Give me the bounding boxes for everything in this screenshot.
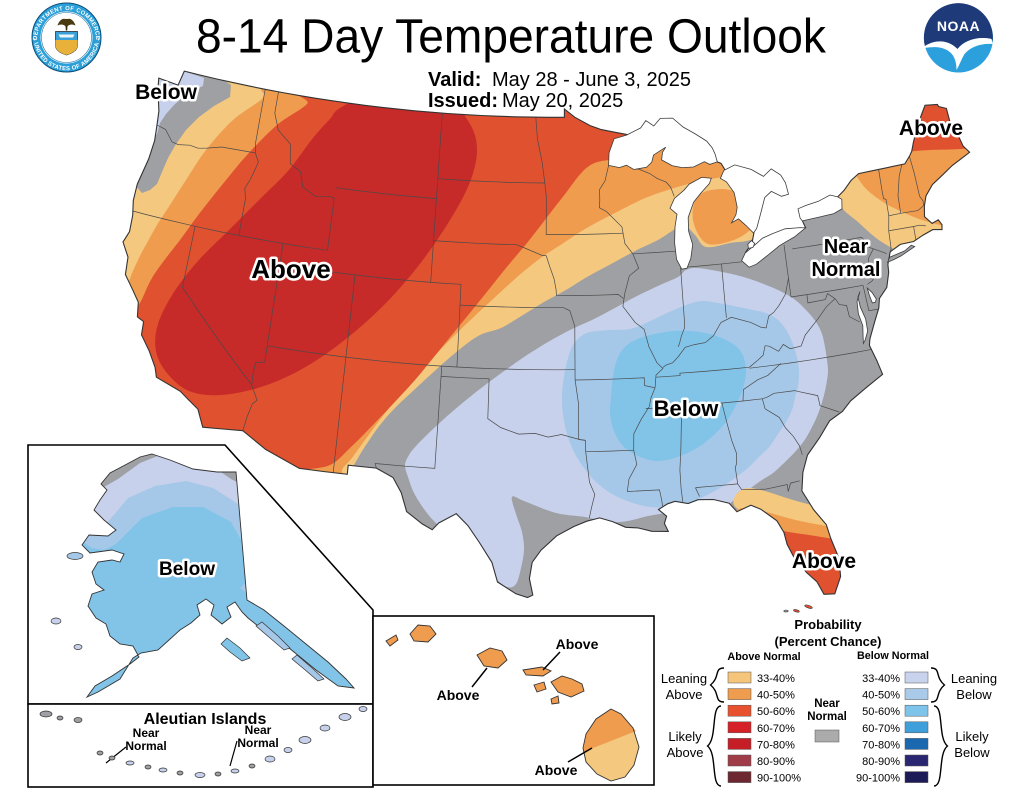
svg-text:Leaning: Leaning (661, 671, 707, 686)
svg-text:Aleutian Islands: Aleutian Islands (144, 711, 267, 728)
svg-text:Above: Above (666, 687, 703, 702)
svg-text:8-14 Day Temperature Outlook: 8-14 Day Temperature Outlook (196, 10, 827, 63)
svg-text:Below: Below (159, 559, 215, 580)
svg-text:Above: Above (899, 117, 963, 140)
svg-text:90-100%: 90-100% (757, 773, 801, 785)
svg-text:70-80%: 70-80% (757, 739, 795, 751)
svg-text:50-60%: 50-60% (862, 706, 900, 718)
svg-text:40-50%: 40-50% (757, 690, 795, 702)
svg-text:Above: Above (792, 550, 856, 573)
svg-text:Leaning: Leaning (951, 671, 997, 686)
svg-text:Above: Above (556, 636, 599, 652)
svg-text:(Percent Chance): (Percent Chance) (775, 634, 882, 649)
svg-text:Above: Above (667, 745, 704, 760)
svg-text:Above Normal: Above Normal (727, 651, 800, 663)
svg-text:Above: Above (437, 687, 480, 703)
svg-text:Probability: Probability (794, 617, 862, 632)
svg-text:Below: Below (954, 745, 990, 760)
svg-text:70-80%: 70-80% (862, 739, 900, 751)
svg-text:33-40%: 33-40% (757, 673, 795, 685)
svg-text:Above: Above (251, 254, 330, 284)
svg-text:Normal: Normal (812, 259, 881, 281)
svg-text:Below: Below (956, 687, 992, 702)
svg-text:90-100%: 90-100% (856, 773, 900, 785)
svg-text:NOAA: NOAA (937, 18, 980, 34)
svg-text:Likely: Likely (955, 729, 989, 744)
svg-text:33-40%: 33-40% (862, 673, 900, 685)
svg-text:Normal: Normal (237, 736, 278, 750)
svg-text:60-70%: 60-70% (862, 723, 900, 735)
svg-text:40-50%: 40-50% (862, 690, 900, 702)
svg-text:Normal: Normal (125, 739, 166, 753)
svg-text:Near: Near (814, 698, 840, 710)
svg-text:Issued:May 20, 2025: Issued: May 20, 2025 (428, 90, 623, 112)
svg-text:80-90%: 80-90% (862, 756, 900, 768)
svg-text:Near: Near (824, 236, 869, 258)
svg-text:Below: Below (654, 396, 720, 421)
svg-text:Near: Near (133, 726, 160, 740)
svg-text:Below: Below (135, 81, 198, 104)
svg-text:60-70%: 60-70% (757, 723, 795, 735)
svg-text:Above: Above (535, 762, 578, 778)
svg-text:Near: Near (245, 723, 272, 737)
svg-text:Below Normal: Below Normal (857, 650, 929, 662)
svg-text:50-60%: 50-60% (757, 706, 795, 718)
svg-text:Valid:May 28 - June 3, 2025: Valid: May 28 - June 3, 2025 (428, 69, 691, 91)
svg-text:80-90%: 80-90% (757, 756, 795, 768)
svg-text:Normal: Normal (807, 711, 847, 723)
svg-text:Likely: Likely (668, 729, 702, 744)
